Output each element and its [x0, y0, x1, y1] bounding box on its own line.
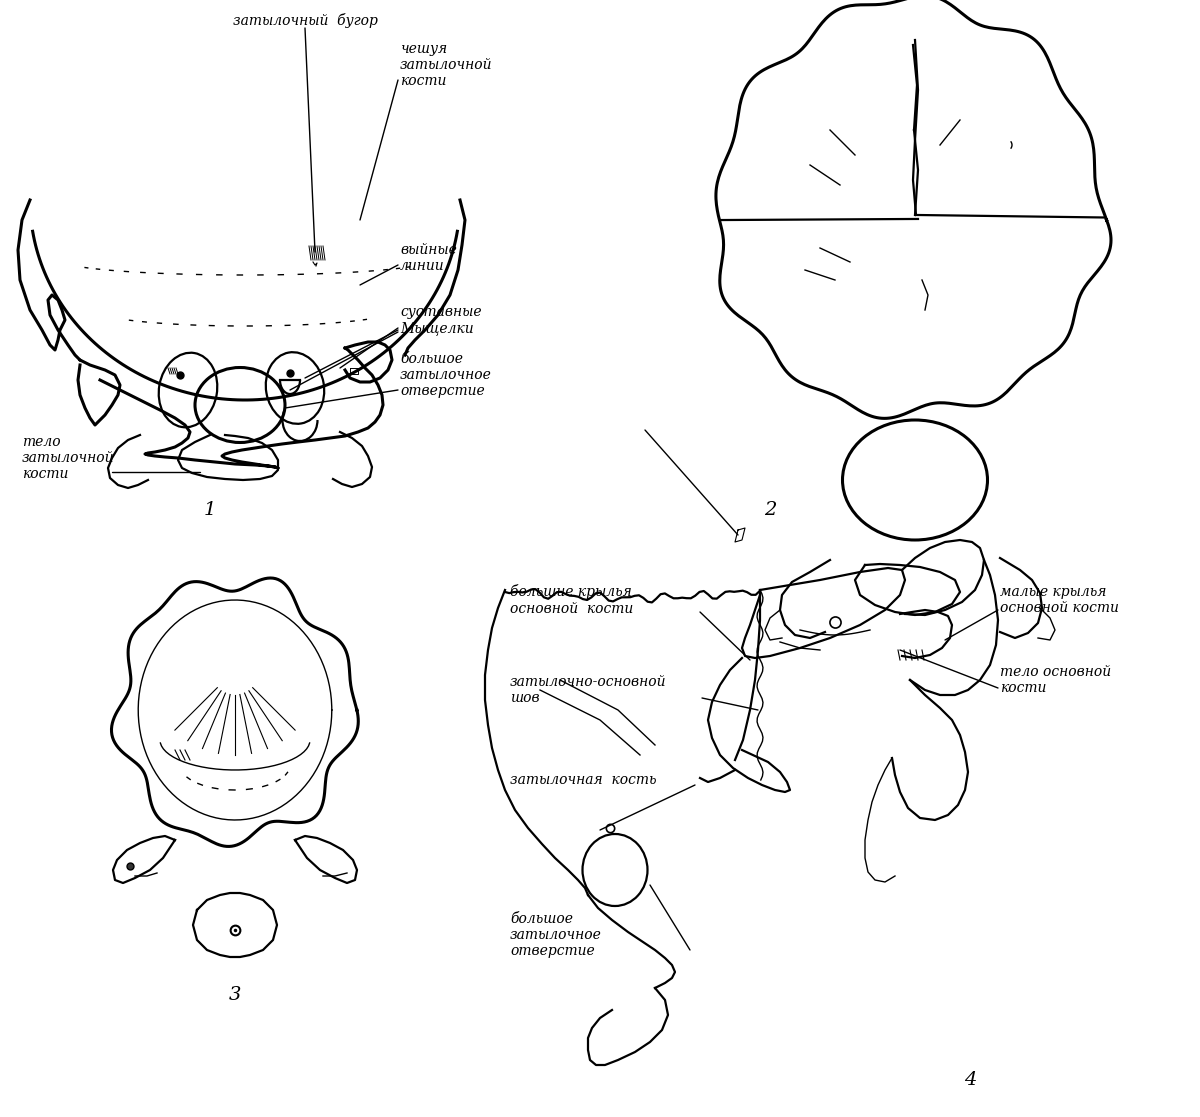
Text: затылочно-основной
шов: затылочно-основной шов: [510, 675, 666, 705]
Text: 3: 3: [229, 986, 241, 1004]
Text: выйные
линии: выйные линии: [400, 242, 457, 273]
Text: большое
затылочное
отверстие: большое затылочное отверстие: [400, 352, 492, 398]
Text: затылочная  кость: затылочная кость: [510, 773, 656, 787]
Text: чешуя
затылочной
кости: чешуя затылочной кости: [400, 41, 492, 88]
Text: 4: 4: [964, 1071, 976, 1089]
Text: тело основной
кости: тело основной кости: [1000, 665, 1111, 695]
Text: большое
затылочное
отверстие: большое затылочное отверстие: [510, 911, 602, 958]
Text: большие крылья
основной  кости: большие крылья основной кости: [510, 584, 634, 615]
Text: затылочный  бугор: затылочный бугор: [233, 12, 378, 28]
Text: 1: 1: [204, 502, 216, 519]
Text: 2: 2: [764, 502, 776, 519]
Text: суставные
Мыщелки: суставные Мыщелки: [400, 305, 481, 335]
Text: тело
затылочной
кости: тело затылочной кости: [22, 435, 114, 481]
Text: малые крылья
основной кости: малые крылья основной кости: [1000, 585, 1118, 615]
